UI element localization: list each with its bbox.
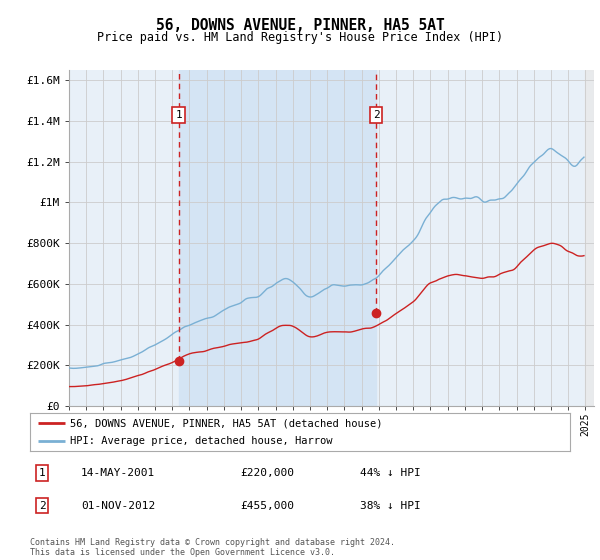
Text: £220,000: £220,000 [240, 468, 294, 478]
Text: 1: 1 [175, 110, 182, 120]
Text: 2: 2 [373, 110, 379, 120]
Text: 2: 2 [38, 501, 46, 511]
Text: 56, DOWNS AVENUE, PINNER, HA5 5AT: 56, DOWNS AVENUE, PINNER, HA5 5AT [155, 18, 445, 32]
Text: Contains HM Land Registry data © Crown copyright and database right 2024.
This d: Contains HM Land Registry data © Crown c… [30, 538, 395, 557]
Text: 38% ↓ HPI: 38% ↓ HPI [360, 501, 421, 511]
Text: 44% ↓ HPI: 44% ↓ HPI [360, 468, 421, 478]
Text: 01-NOV-2012: 01-NOV-2012 [81, 501, 155, 511]
Text: £455,000: £455,000 [240, 501, 294, 511]
Bar [586, 70, 594, 406]
Bar [179, 70, 376, 406]
Text: 1: 1 [38, 468, 46, 478]
Text: 56, DOWNS AVENUE, PINNER, HA5 5AT (detached house): 56, DOWNS AVENUE, PINNER, HA5 5AT (detac… [71, 418, 383, 428]
Text: HPI: Average price, detached house, Harrow: HPI: Average price, detached house, Harr… [71, 436, 333, 446]
Text: 14-MAY-2001: 14-MAY-2001 [81, 468, 155, 478]
Text: Price paid vs. HM Land Registry's House Price Index (HPI): Price paid vs. HM Land Registry's House … [97, 31, 503, 44]
